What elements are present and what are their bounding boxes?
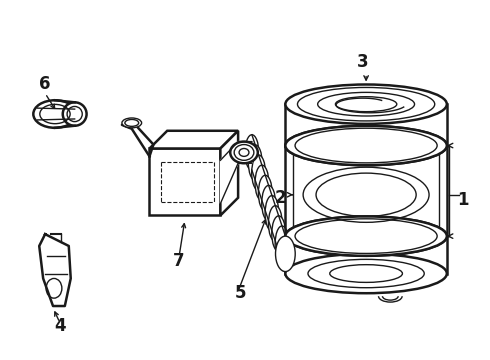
Polygon shape (55, 100, 74, 128)
Text: 5: 5 (234, 284, 246, 302)
Ellipse shape (285, 216, 447, 256)
Ellipse shape (258, 175, 272, 211)
Text: 6: 6 (39, 75, 51, 93)
Ellipse shape (275, 226, 289, 261)
Ellipse shape (245, 135, 259, 170)
Ellipse shape (269, 206, 282, 241)
Ellipse shape (278, 236, 292, 271)
Ellipse shape (285, 254, 447, 293)
Ellipse shape (285, 216, 447, 256)
Ellipse shape (255, 165, 269, 201)
Polygon shape (285, 236, 447, 274)
Ellipse shape (285, 126, 447, 165)
Ellipse shape (63, 102, 87, 126)
Polygon shape (149, 131, 238, 148)
Ellipse shape (252, 155, 266, 190)
Text: 4: 4 (54, 317, 66, 335)
Polygon shape (122, 121, 153, 156)
Text: 1: 1 (457, 191, 468, 209)
Text: 3: 3 (357, 53, 369, 71)
Ellipse shape (265, 195, 279, 231)
Ellipse shape (33, 100, 76, 128)
Polygon shape (285, 104, 447, 145)
Text: 7: 7 (173, 252, 185, 270)
Ellipse shape (285, 85, 447, 124)
Polygon shape (220, 131, 238, 215)
Polygon shape (39, 234, 71, 306)
Text: 2: 2 (274, 189, 286, 207)
Ellipse shape (248, 145, 262, 180)
Polygon shape (149, 148, 220, 215)
Ellipse shape (262, 185, 275, 221)
Ellipse shape (122, 118, 142, 128)
Polygon shape (220, 141, 252, 204)
Ellipse shape (272, 216, 286, 251)
Ellipse shape (275, 236, 295, 271)
Polygon shape (285, 145, 447, 236)
Ellipse shape (285, 126, 447, 165)
Ellipse shape (230, 141, 258, 163)
